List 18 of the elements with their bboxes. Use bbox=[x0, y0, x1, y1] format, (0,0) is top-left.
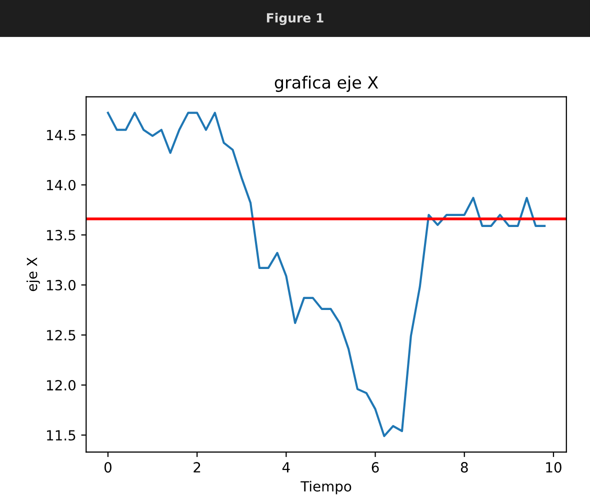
x-tick-label: 4 bbox=[282, 462, 290, 472]
line-series bbox=[106, 112, 546, 438]
x-tick-label: 8 bbox=[460, 462, 468, 473]
x-tick-label: 6 bbox=[372, 462, 379, 473]
x-tick-label: 10 bbox=[546, 462, 562, 473]
y-axis-title: eje X bbox=[26, 257, 40, 292]
y-tick-label: 13.5 bbox=[47, 230, 76, 240]
y-tick-label: 11.5 bbox=[47, 430, 76, 441]
y-tick-label: 12.5 bbox=[47, 330, 76, 340]
y-tick-label: 13.0 bbox=[47, 280, 76, 290]
y-tick-label: 14.5 bbox=[47, 130, 76, 140]
y-tick-label: 12.0 bbox=[47, 380, 76, 391]
chart-title: grafica eje X bbox=[274, 76, 378, 92]
caption: Figure 1 bbox=[266, 12, 324, 26]
x-tick-label: 0 bbox=[104, 462, 112, 473]
x-tick-label: 2 bbox=[194, 462, 200, 472]
x-axis-title: Tiempo bbox=[300, 480, 352, 494]
y-tick-label: 14.0 bbox=[47, 180, 76, 190]
